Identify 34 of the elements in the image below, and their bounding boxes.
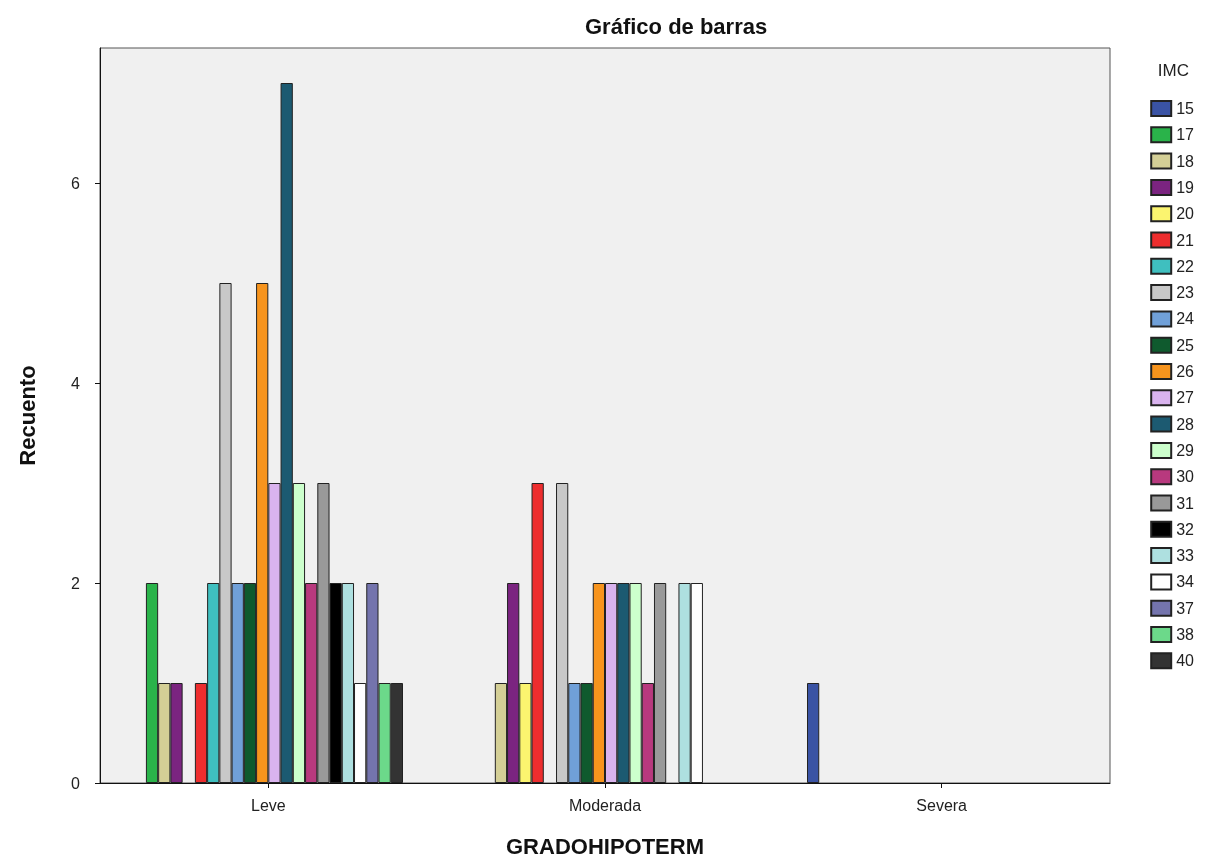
legend-label: 24 [1176, 310, 1195, 328]
legend-label: 27 [1176, 389, 1195, 407]
legend-label: 40 [1176, 652, 1195, 670]
legend-label: 22 [1176, 257, 1195, 275]
legend-label: 25 [1176, 336, 1195, 354]
legend-title: IMC [1157, 61, 1190, 80]
legend-label: 23 [1176, 284, 1195, 302]
y-tick-label: 6 [71, 174, 81, 192]
legend-label: 34 [1176, 573, 1195, 591]
y-tick-label: 4 [71, 374, 81, 392]
legend-label: 15 [1176, 100, 1195, 117]
legend-label: 33 [1176, 547, 1195, 565]
legend-label: 29 [1176, 441, 1195, 459]
x-tick-label: Moderada [568, 796, 642, 814]
legend-label: 32 [1176, 520, 1195, 538]
legend-label: 30 [1176, 468, 1195, 486]
chart-title: Gráfico de barras [585, 13, 768, 39]
legend-label: 31 [1176, 494, 1195, 512]
y-axis-title: Recuento [14, 365, 40, 466]
x-tick-label: Leve [250, 796, 286, 814]
legend-label: 17 [1176, 126, 1195, 144]
x-axis-title: GRADOHIPOTERM [506, 833, 704, 859]
legend-label: 19 [1176, 178, 1195, 196]
legend-label: 37 [1176, 599, 1195, 617]
legend-label: 18 [1176, 152, 1195, 170]
y-tick-label: 0 [71, 774, 81, 792]
y-tick-label: 2 [71, 574, 81, 592]
legend-label: 28 [1176, 415, 1195, 433]
bar [807, 683, 820, 783]
legend-label: 20 [1176, 205, 1195, 223]
legend-label: 21 [1176, 231, 1195, 249]
x-tick-label: Severa [916, 796, 968, 814]
legend-label: 38 [1176, 626, 1195, 643]
legend-label: 26 [1176, 363, 1195, 380]
